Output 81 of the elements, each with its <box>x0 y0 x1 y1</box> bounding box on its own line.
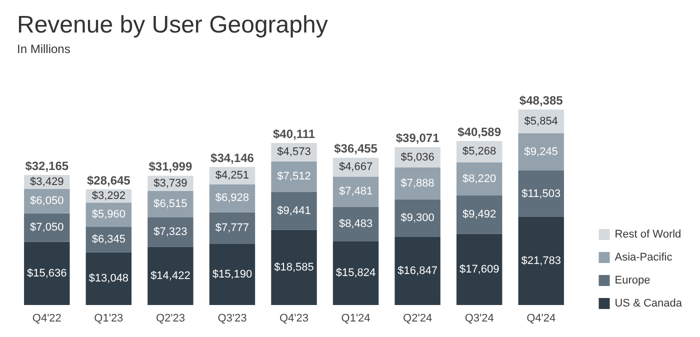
bar <box>394 168 440 200</box>
x-tick-label: Q2'24 <box>403 312 432 324</box>
data-label: $7,777 <box>215 222 250 234</box>
data-label: $7,050 <box>30 222 64 234</box>
bar <box>271 161 317 192</box>
total-label: $39,071 <box>396 131 440 146</box>
x-tick-label: Q4'24 <box>526 312 556 324</box>
data-label: $18,585 <box>274 261 314 274</box>
total-label: $28,645 <box>86 173 131 188</box>
bar <box>209 212 256 244</box>
data-label: $6,050 <box>30 195 64 208</box>
data-label: $4,573 <box>277 146 311 158</box>
data-label: $7,888 <box>400 177 434 190</box>
total-label: $40,589 <box>458 125 502 140</box>
bar <box>456 162 502 196</box>
bar <box>209 244 256 305</box>
bar <box>456 234 502 305</box>
bar <box>394 236 440 305</box>
data-label: $7,323 <box>154 226 188 238</box>
data-label: $4,251 <box>215 170 250 182</box>
chart-title: Revenue by User Geography <box>17 12 328 38</box>
data-label: $9,492 <box>462 208 496 221</box>
total-label: $40,111 <box>272 126 316 141</box>
total-label: $32,165 <box>25 159 69 174</box>
data-label: $5,036 <box>400 151 434 164</box>
x-tick-label: Q1'24 <box>341 312 370 324</box>
data-label: $7,512 <box>277 170 311 183</box>
data-label: $8,483 <box>338 218 373 230</box>
total-label: $48,385 <box>519 94 564 108</box>
data-label: $5,268 <box>462 146 496 158</box>
bar <box>394 199 440 237</box>
bar <box>148 217 194 247</box>
data-label: $6,928 <box>215 192 250 204</box>
bar <box>86 252 132 305</box>
data-label: $8,220 <box>462 172 496 185</box>
data-label: $7,481 <box>338 186 373 198</box>
data-label: $13,048 <box>88 272 129 285</box>
x-tick-label: Q3'24 <box>464 312 494 324</box>
x-tick-label: Q2'23 <box>156 312 185 324</box>
total-label: $31,999 <box>148 160 192 174</box>
data-label: $15,636 <box>27 267 67 280</box>
bar <box>332 176 379 207</box>
bar <box>518 216 564 305</box>
bar <box>148 246 194 305</box>
x-tick-label: Q4'23 <box>279 312 309 324</box>
bar <box>24 242 70 305</box>
bar <box>332 206 379 242</box>
bar <box>271 230 317 305</box>
data-label: $6,515 <box>154 198 188 210</box>
chart-subtitle: In Millions <box>17 42 70 56</box>
legend-label: Asia-Pacific <box>614 252 673 264</box>
data-label: $16,847 <box>398 264 438 277</box>
data-label: $17,609 <box>459 263 500 276</box>
x-tick-label: Q4'22 <box>32 312 62 324</box>
bar <box>518 170 564 217</box>
total-label: $36,455 <box>334 142 378 156</box>
legend-label: US & Canada <box>614 298 683 310</box>
data-label: $6,345 <box>92 233 126 246</box>
data-label: $3,292 <box>92 190 126 202</box>
data-label: $15,190 <box>212 268 252 280</box>
data-label: $21,783 <box>521 255 561 267</box>
bar <box>332 241 379 305</box>
data-label: $11,503 <box>522 188 561 200</box>
x-tick-label: Q3'23 <box>218 312 247 324</box>
data-label: $5,854 <box>524 115 558 128</box>
legend-label: Rest of World <box>614 228 682 240</box>
data-label: $3,739 <box>154 177 188 190</box>
total-label: $34,146 <box>210 151 254 166</box>
data-label: $4,667 <box>338 161 373 174</box>
legend-label: Europe <box>614 274 650 286</box>
x-tick-label: Q1'23 <box>94 312 124 324</box>
data-label: $5,960 <box>92 208 126 221</box>
data-label: $3,429 <box>30 176 64 188</box>
data-label: $15,824 <box>336 267 376 280</box>
bar <box>271 192 317 230</box>
data-label: $9,300 <box>400 212 434 224</box>
bar <box>456 196 502 234</box>
data-label: $9,245 <box>524 146 558 158</box>
data-label: $9,441 <box>277 204 311 217</box>
bar <box>518 133 564 171</box>
data-label: $14,422 <box>150 270 190 282</box>
